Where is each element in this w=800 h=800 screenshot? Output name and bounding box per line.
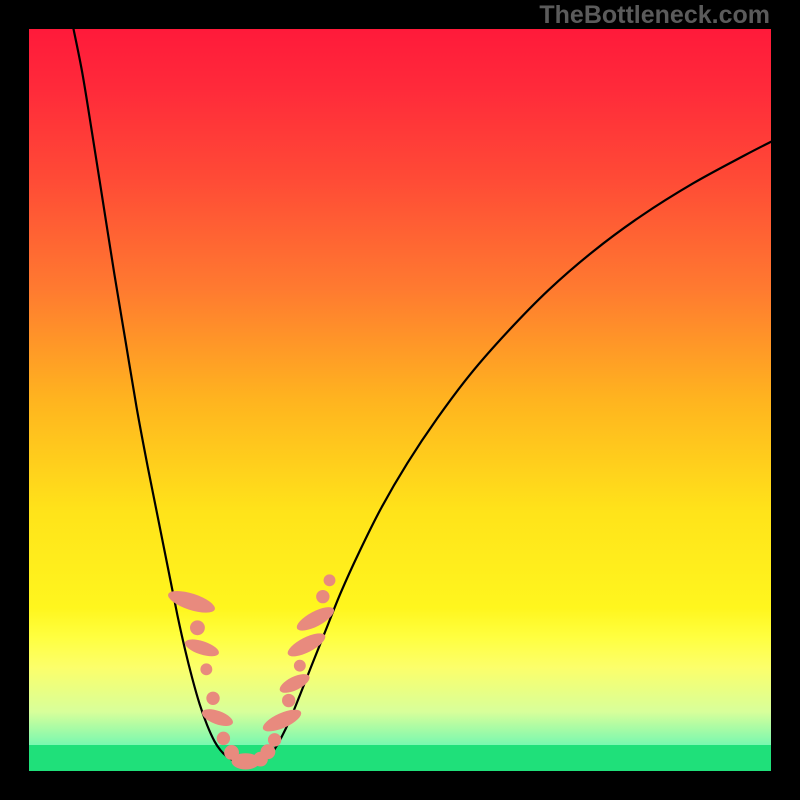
data-marker bbox=[316, 590, 329, 603]
data-marker bbox=[206, 692, 219, 705]
data-marker bbox=[183, 636, 221, 660]
data-marker bbox=[217, 732, 230, 745]
data-marker bbox=[200, 663, 212, 675]
data-marker bbox=[294, 660, 306, 672]
data-marker bbox=[277, 670, 312, 696]
data-marker bbox=[260, 705, 304, 735]
data-marker bbox=[285, 629, 329, 661]
bottleneck-curve bbox=[29, 29, 771, 771]
data-marker bbox=[200, 706, 235, 730]
watermark-text: TheBottleneck.com bbox=[539, 1, 770, 30]
data-marker bbox=[190, 620, 205, 635]
data-marker bbox=[268, 733, 281, 746]
bottleneck-curve-path bbox=[74, 29, 771, 764]
data-marker bbox=[261, 744, 276, 759]
data-marker bbox=[324, 574, 336, 586]
figure-canvas: TheBottleneck.com bbox=[0, 0, 800, 800]
data-marker bbox=[282, 694, 295, 707]
plot-area bbox=[29, 29, 771, 771]
